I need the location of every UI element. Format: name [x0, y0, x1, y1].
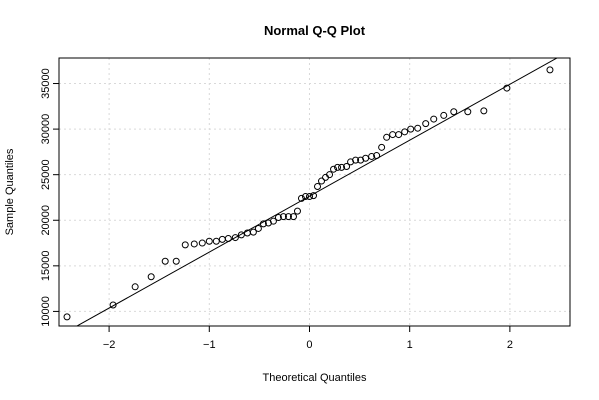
data-point: [326, 171, 334, 179]
data-point: [414, 124, 422, 132]
data-point: [343, 162, 351, 170]
data-point: [212, 237, 220, 245]
data-point: [318, 177, 326, 185]
data-point: [289, 213, 297, 221]
x-tick-label: −1: [203, 339, 216, 351]
reference-line-group: [75, 58, 558, 326]
data-point: [334, 163, 342, 171]
data-point: [249, 228, 257, 236]
data-point: [480, 107, 488, 115]
data-point: [378, 143, 386, 151]
y-axis-label: Sample Quantiles: [4, 148, 16, 235]
data-points: [63, 66, 554, 321]
data-point: [440, 111, 448, 119]
data-point: [422, 120, 430, 128]
data-point: [373, 152, 381, 160]
data-point: [546, 66, 554, 74]
data-point: [503, 84, 511, 92]
data-point: [407, 125, 415, 133]
x-tick-label: 1: [407, 339, 413, 351]
data-point: [401, 128, 409, 136]
data-point: [63, 313, 71, 321]
gridlines: [59, 58, 570, 326]
data-point: [161, 257, 169, 265]
data-point: [181, 241, 189, 249]
data-point: [395, 131, 403, 139]
data-point: [269, 217, 277, 225]
data-point: [131, 283, 139, 291]
data-point: [254, 224, 262, 232]
data-point: [109, 301, 117, 309]
data-point: [284, 213, 292, 221]
y-tick-label: 15000: [40, 251, 52, 282]
chart-title: Normal Q-Q Plot: [264, 23, 366, 38]
data-point: [309, 192, 317, 200]
data-point: [190, 240, 198, 248]
qq-reference-line: [75, 58, 558, 326]
x-axis: −2 −1 0 1 2: [103, 325, 513, 351]
x-tick-label: 0: [306, 339, 312, 351]
data-point: [293, 207, 301, 215]
data-point: [205, 237, 213, 245]
data-point: [237, 231, 245, 239]
data-point: [362, 154, 370, 162]
data-point: [338, 163, 346, 171]
data-point: [383, 133, 391, 141]
data-point: [297, 194, 305, 202]
data-point: [147, 273, 155, 281]
data-point: [352, 156, 360, 164]
data-point: [172, 257, 180, 265]
data-point: [464, 108, 472, 116]
x-tick-label: 2: [507, 339, 513, 351]
y-tick-label: 20000: [40, 205, 52, 236]
data-point: [198, 239, 206, 247]
data-point: [368, 152, 376, 160]
data-point: [450, 108, 458, 116]
data-point: [274, 214, 282, 222]
x-axis-label: Theoretical Quantiles: [263, 372, 367, 384]
y-tick-label: 10000: [40, 296, 52, 327]
y-tick-label: 35000: [40, 68, 52, 99]
y-tick-label: 30000: [40, 114, 52, 145]
data-point: [279, 213, 287, 221]
data-point: [231, 234, 239, 242]
data-point: [301, 193, 309, 201]
data-point: [305, 193, 313, 201]
y-axis: 10000 15000 20000 25000 30000 35000: [40, 68, 60, 327]
data-point: [314, 183, 322, 191]
data-point: [224, 234, 232, 242]
data-point: [430, 115, 438, 123]
data-point: [330, 165, 338, 173]
data-point: [259, 220, 267, 228]
y-tick-label: 25000: [40, 159, 52, 190]
x-tick-label: −2: [103, 339, 116, 351]
